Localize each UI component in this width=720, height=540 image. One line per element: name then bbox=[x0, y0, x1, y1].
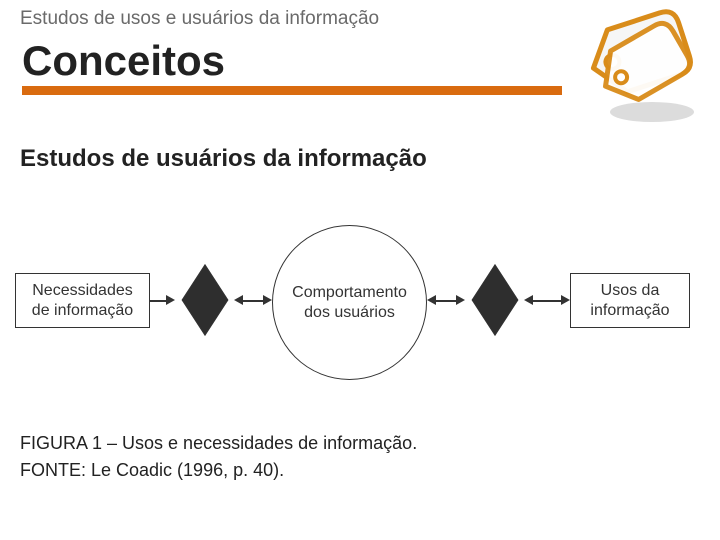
section-heading: Estudos de usuários da informação bbox=[20, 145, 427, 173]
header-subtitle: Estudos de usos e usuários da informação bbox=[20, 8, 379, 30]
node-label: Usos da bbox=[601, 281, 660, 300]
node-usos: Usos da informação bbox=[570, 273, 690, 328]
edge bbox=[436, 300, 458, 302]
arrow-head-icon bbox=[524, 295, 533, 305]
edge bbox=[533, 300, 563, 302]
title-underline bbox=[22, 86, 562, 95]
price-tag-icon bbox=[580, 0, 710, 130]
node-label: de informação bbox=[32, 301, 133, 320]
node-comportamento: Comportamento dos usuários bbox=[272, 225, 427, 380]
connector-diamond bbox=[465, 283, 525, 317]
page-title: Conceitos bbox=[22, 38, 562, 84]
node-label: Necessidades bbox=[32, 281, 133, 300]
connector-diamond bbox=[175, 283, 235, 317]
title-block: Conceitos bbox=[22, 38, 562, 95]
arrow-head-icon bbox=[166, 295, 175, 305]
arrow-head-icon bbox=[427, 295, 436, 305]
node-label: Comportamento bbox=[292, 283, 407, 302]
node-label: dos usuários bbox=[304, 303, 395, 322]
flow-diagram: Necessidades de informação Comportamento… bbox=[15, 225, 705, 395]
arrow-head-icon bbox=[456, 295, 465, 305]
caption-line: FIGURA 1 – Usos e necessidades de inform… bbox=[20, 430, 417, 457]
caption-line: FONTE: Le Coadic (1996, p. 40). bbox=[20, 457, 417, 484]
arrow-head-icon bbox=[561, 295, 570, 305]
figure-caption: FIGURA 1 – Usos e necessidades de inform… bbox=[20, 430, 417, 484]
arrow-head-icon bbox=[234, 295, 243, 305]
arrow-head-icon bbox=[263, 295, 272, 305]
node-label: informação bbox=[590, 301, 669, 320]
edge bbox=[243, 300, 265, 302]
node-necessidades: Necessidades de informação bbox=[15, 273, 150, 328]
